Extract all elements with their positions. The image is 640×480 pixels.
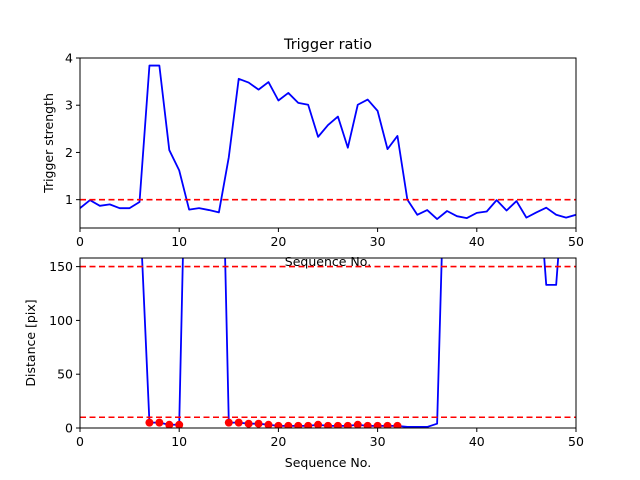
plot-area [80,64,576,220]
data-point [175,420,184,428]
y-tick-label: 100 [49,313,73,328]
y-tick-label: 1 [65,192,73,207]
data-point [224,418,233,427]
tick-group: 0 10 20 30 40 50 1 2 3 4 [65,51,584,250]
x-tick-label: 50 [568,434,584,449]
data-point [284,421,293,428]
series-line [141,258,560,428]
data-point [234,418,243,427]
y-axis-label: Distance [pix] [23,299,38,386]
data-point [343,421,352,428]
x-tick-label: 30 [370,234,386,249]
data-point [264,420,273,428]
data-point [244,419,253,428]
series-line [80,64,576,220]
plot-area [80,258,576,428]
data-point [274,421,283,428]
distance-chart: 0 10 20 30 40 50 0 50 100 150 Distance [pix] Sequ… [23,257,584,470]
x-axis-label: Sequence No. [285,455,371,470]
y-tick-label: 150 [49,259,73,274]
data-point [304,421,313,428]
data-point [254,419,263,428]
data-point [324,421,332,428]
data-point [383,421,392,428]
y-tick-label: 50 [57,367,73,382]
y-axis-label: Trigger strength [41,93,56,194]
data-point [314,420,323,428]
data-point [155,418,164,427]
x-tick-label: 30 [370,434,386,449]
data-point [353,420,362,428]
y-tick-label: 3 [65,98,73,113]
x-tick-label: 10 [171,234,187,249]
x-tick-label: 0 [76,434,84,449]
x-tick-label: 20 [270,234,286,249]
tick-group: 0 10 20 30 40 50 0 50 100 150 [49,259,584,449]
y-tick-label: 4 [65,51,73,66]
data-point [294,421,303,428]
x-tick-label: 10 [171,434,187,449]
axes-frame [79,57,577,229]
data-point [145,418,154,427]
y-tick-label: 0 [65,421,73,436]
axes-frame [79,257,577,429]
data-point [165,420,174,428]
x-tick-label: 20 [270,434,286,449]
y-tick-label: 2 [65,145,73,160]
data-point [373,421,382,428]
x-tick-label: 40 [469,234,485,249]
data-point [333,421,342,428]
x-tick-label: 0 [76,234,84,249]
data-point [363,421,372,428]
data-point [393,421,402,428]
chart-title: Trigger ratio [283,37,372,53]
x-tick-label: 40 [469,434,485,449]
x-tick-label: 50 [568,234,584,249]
